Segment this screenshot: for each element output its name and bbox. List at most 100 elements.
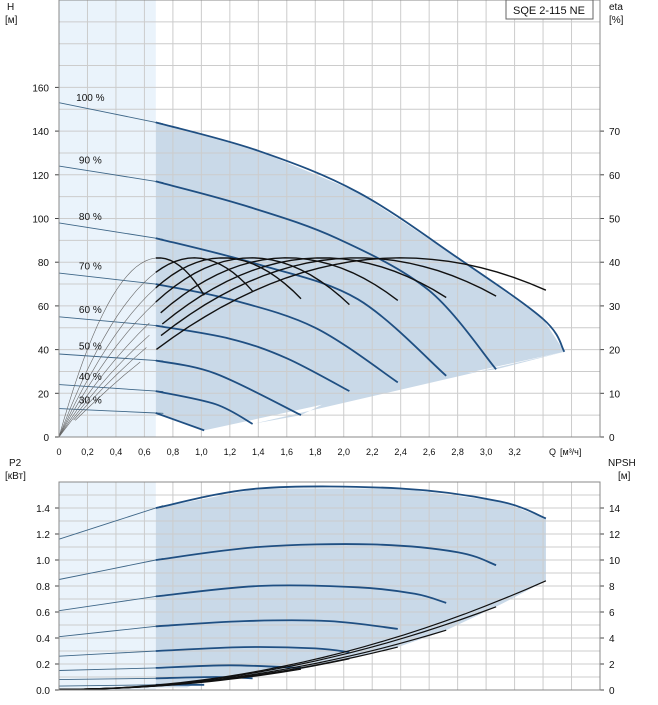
x-tick-label: 2,0 [337,447,350,457]
y2-tick-label: 60 [609,171,621,182]
y2-axis-label-eta: eta [609,2,623,13]
y2-axis-unit-npsh: [м] [618,471,631,482]
head-curve-labels: 100 % 90 % 80 % 70 % 60 % 50 % 40 % 30 % [76,93,104,407]
pump-model-label: SQE 2-115 NE [513,5,585,17]
y-tick-label: 0 [43,433,49,444]
y2-tick-label: 40 [609,258,621,269]
x-tick-label: 1,2 [224,447,237,457]
npsh-tick-label: 14 [609,504,621,515]
head-curve [155,359,302,416]
head-curve [155,180,497,370]
y2-tick-label: 0 [609,433,615,444]
x-tick-label: 0 [56,447,61,457]
head-curve-label: 40 % [79,372,102,383]
head-axes: 0 0,2 0,4 0,6 0,8 1,0 1,2 1,4 1,6 1,8 2,0 2,2 2,4 2,6… [32,83,620,457]
efficiency-curve [160,257,497,337]
y-axis-label-h: H [7,2,14,13]
npsh-tick-label: 0 [609,686,615,697]
x-tick-label: 1,4 [252,447,265,457]
efficiency-curve-thin [58,322,150,438]
head-plot-frame [58,0,601,438]
power-curve [155,584,447,604]
efficiency-curve-thin [58,301,157,438]
efficiency-curve-thin [58,272,156,438]
efficiency-curve-thin [73,347,147,421]
npsh-tick-label: 12 [609,530,621,541]
efficiency-curve-thin [58,334,150,438]
x-tick-label: 1,6 [281,447,294,457]
npsh-tick-label: 4 [609,634,615,645]
npsh-tick-label: 8 [609,582,615,593]
p2-tick-label: 1.2 [36,530,50,541]
efficiency-curve [155,257,547,350]
x-tick-label: 0,2 [81,447,94,457]
npsh-tick-label: 10 [609,556,621,567]
p2-tick-label: 0.0 [36,686,50,697]
head-curve [155,324,350,392]
x-axis-label-q: Q [549,447,556,457]
y-tick-label: 40 [38,346,50,357]
y-tick-label: 140 [32,127,49,138]
head-curve-label: 80 % [79,212,102,223]
efficiency-curve-thin [74,361,141,421]
head-curve [155,412,205,432]
x-tick-label: 2,8 [451,447,464,457]
power-axes: 0.0 0.2 0.4 0.6 0.8 1.0 1.2 1.4 0 2 4 6 8 10 12 14 [36,504,620,697]
efficiency-curve [155,257,205,296]
efficiency-curves [58,257,547,438]
y2-tick-label: 50 [609,215,621,226]
x-tick-label: 3,2 [508,447,521,457]
p2-tick-label: 0.2 [36,660,50,671]
head-curve-label: 30 % [79,396,102,407]
x-tick-label: 0,6 [138,447,151,457]
y-tick-label: 20 [38,389,50,400]
head-curve [155,390,254,425]
p2-tick-label: 1.4 [36,504,50,515]
power-plot-frame [58,481,601,691]
head-curves [58,102,566,432]
head-curve [155,237,447,377]
power-curve [155,485,547,520]
head-plot: 100 % 90 % 80 % 70 % 60 % 50 % 40 % 30 % 0 0,2 0,… [5,0,624,457]
p2-tick-label: 0.4 [36,634,50,645]
power-curve [155,619,398,630]
x-tick-label: 0,8 [167,447,180,457]
y2-tick-label: 30 [609,302,621,313]
y-tick-label: 80 [38,258,50,269]
efficiency-curve [155,257,254,292]
npsh-curve [58,580,547,690]
head-curve-thin [58,408,164,414]
x-tick-label: 3,0 [480,447,493,457]
npsh-tick-label: 2 [609,660,615,671]
x-tick-label: 2,2 [366,447,379,457]
head-curve [155,121,566,353]
head-curve-label: 90 % [79,155,102,166]
head-grid [58,0,600,438]
npsh-curves [58,580,547,690]
y-tick-label: 60 [38,302,50,313]
head-curve-label: 100 % [76,93,104,104]
y-axis-unit-p2: [кВт] [5,471,26,482]
y2-axis-label-npsh: NPSH [608,458,636,469]
p2-tick-label: 0.8 [36,582,50,593]
x-tick-label: 0,4 [110,447,123,457]
x-tick-label: 2,6 [423,447,436,457]
head-curve-label: 50 % [79,341,102,352]
efficiency-curve [160,257,399,314]
y2-tick-label: 20 [609,346,621,357]
pump-model-box [505,0,594,20]
efficiency-curve [161,257,447,325]
power-curve [155,543,497,567]
y2-axis-unit-eta: [%] [609,15,624,26]
x-tick-label: 1,8 [309,447,322,457]
y-tick-label: 120 [32,171,49,182]
efficiency-curve-thin [58,287,157,438]
power-plot: 0.0 0.2 0.4 0.6 0.8 1.0 1.2 1.4 0 2 4 6 8 10 12 14 P2 [… [5,458,636,697]
y-tick-label: 160 [32,83,49,94]
head-curve-label: 70 % [79,262,102,273]
y2-tick-label: 10 [609,389,621,400]
head-curve-label: 60 % [79,305,102,316]
efficiency-curve-thin [58,257,156,438]
y2-tick-label: 70 [609,127,621,138]
efficiency-curve [155,257,302,300]
